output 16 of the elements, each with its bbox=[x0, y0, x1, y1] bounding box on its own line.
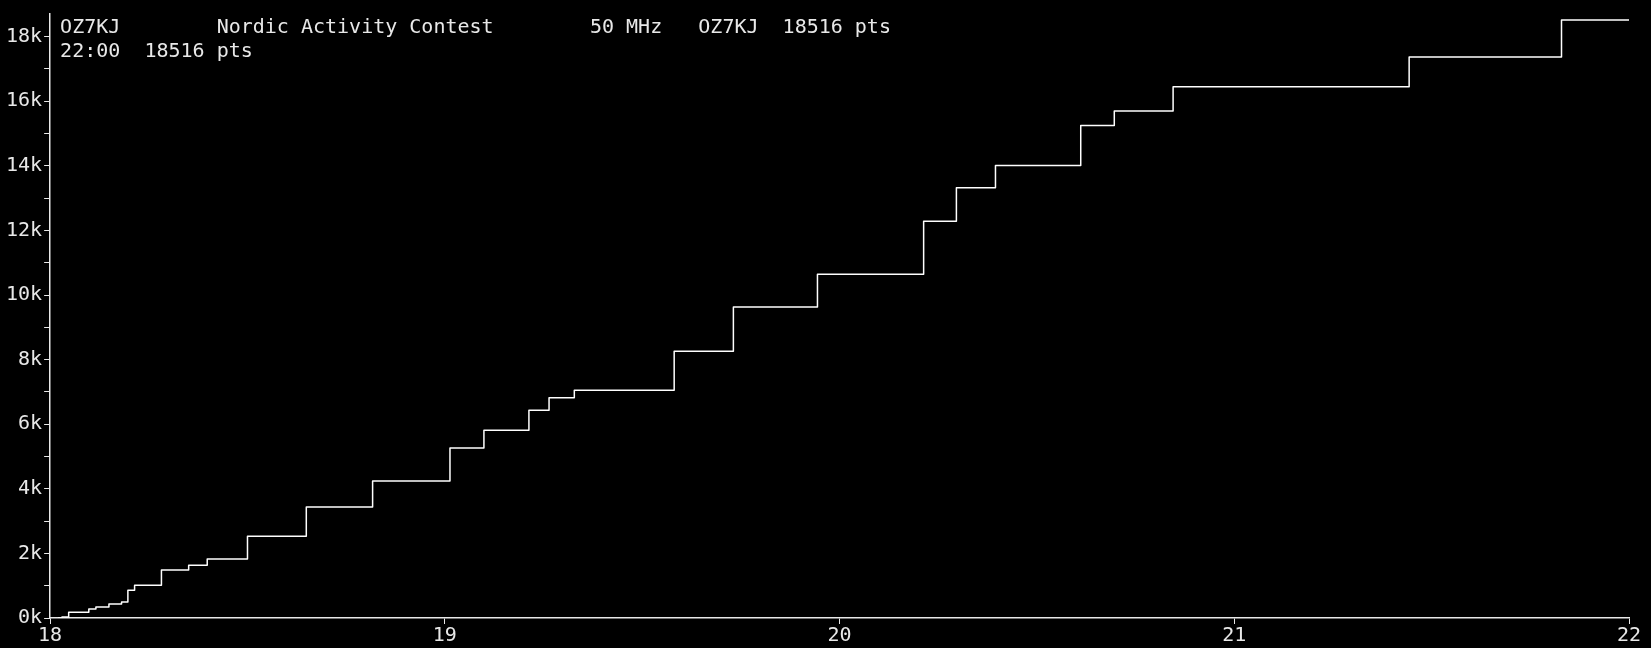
y-tick-label: 10k bbox=[6, 281, 43, 306]
x-tick-label: 22 bbox=[1616, 622, 1642, 647]
text: 22:00 18516 pts bbox=[60, 38, 253, 63]
y-tick-label: 16k bbox=[6, 87, 43, 112]
y-tick-label: 8k bbox=[18, 345, 43, 370]
y-tick-label: 12k bbox=[6, 216, 43, 241]
x-tick-label: 20 bbox=[827, 622, 852, 647]
x-tick-label: 18 bbox=[38, 622, 63, 647]
chart-title: OZ7KJ Nordic Activity Contest 50 MHz OZ7KJ 18516 pts bbox=[60, 14, 891, 39]
y-tick-label: 2k bbox=[18, 539, 43, 564]
y-tick-label: 4k bbox=[18, 475, 43, 500]
y-tick-label: 6k bbox=[18, 410, 43, 435]
y-tick-label: 18k bbox=[6, 22, 43, 47]
x-tick-label: 19 bbox=[432, 622, 457, 647]
x-tick-label: 21 bbox=[1222, 622, 1247, 647]
y-tick-label: 14k bbox=[6, 152, 43, 177]
